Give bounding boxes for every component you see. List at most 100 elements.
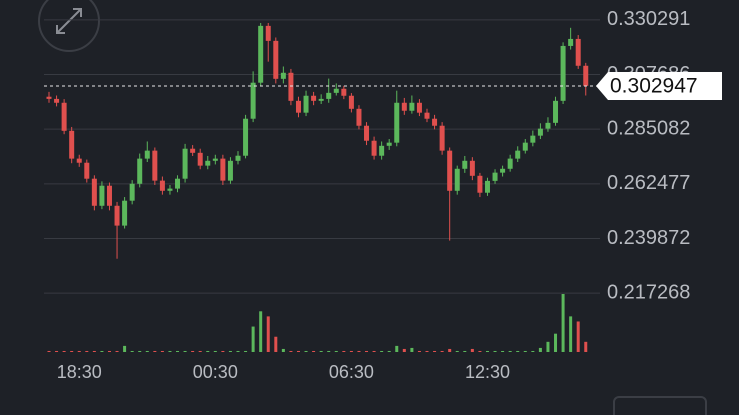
volume-bar <box>251 326 255 352</box>
volume-bar <box>516 350 520 352</box>
volume-bar <box>470 348 474 352</box>
expand-icon <box>56 8 82 34</box>
x-tick-label: 06:30 <box>329 362 374 382</box>
candle-body <box>560 45 566 101</box>
candle-body <box>175 178 181 189</box>
volume-bar <box>62 350 66 352</box>
candle-body <box>416 102 422 113</box>
volume-bar <box>296 350 300 352</box>
volume-bar <box>546 341 550 352</box>
candle-body <box>522 142 528 151</box>
candle-body <box>568 38 574 46</box>
volume-bar <box>259 311 263 352</box>
candle-body <box>152 150 158 181</box>
volume-bar <box>70 350 74 352</box>
volume-bar <box>561 294 565 352</box>
candle-body <box>76 158 82 163</box>
volume-bar <box>493 350 497 352</box>
x-tick-label: 18:30 <box>57 362 102 382</box>
volume-bar <box>448 348 452 352</box>
y-tick-label: 0.217268 <box>607 281 690 303</box>
volume-bar <box>357 350 361 352</box>
volume-bar <box>455 350 459 352</box>
candle-body <box>106 185 112 206</box>
candle-body <box>356 108 362 126</box>
volume-bar <box>289 350 293 352</box>
volume-bar <box>538 347 542 352</box>
candle-body <box>492 172 498 181</box>
candle-body <box>326 92 332 99</box>
candle-body <box>371 140 377 156</box>
candle-body <box>243 118 249 156</box>
candle-body <box>114 205 120 226</box>
volume-bar <box>236 350 240 352</box>
volume-bar <box>312 350 316 352</box>
volume-bar <box>191 350 195 352</box>
x-tick-label: 00:30 <box>193 362 238 382</box>
volume-bar <box>380 350 384 352</box>
candle-body <box>61 102 67 131</box>
volume-bar <box>417 350 421 352</box>
candle-body <box>545 122 551 129</box>
candle-body <box>401 102 407 111</box>
candle-body <box>46 96 52 99</box>
candle-body <box>122 200 128 226</box>
candle-body <box>341 88 347 96</box>
candle-body <box>447 150 453 191</box>
candle-body <box>227 160 233 181</box>
candle-body <box>318 98 324 101</box>
volume-bar <box>85 350 89 352</box>
volume-bar <box>221 350 225 352</box>
expand-button[interactable] <box>38 0 100 52</box>
volume-bar <box>463 350 467 352</box>
volume-bar <box>266 316 270 352</box>
candle-body <box>379 145 385 156</box>
candle-body <box>537 128 543 136</box>
corner-button[interactable] <box>613 396 707 415</box>
current-price-label: 0.302947 <box>610 75 698 98</box>
candle-body <box>469 160 475 176</box>
volume-bar <box>123 345 127 352</box>
volume-bar <box>183 350 187 352</box>
volume-bar <box>576 321 580 352</box>
candle-body <box>311 95 317 101</box>
candle-body <box>409 102 415 111</box>
volume-bar <box>77 350 81 352</box>
candle-body <box>500 168 506 173</box>
volume-bar <box>410 347 414 352</box>
volume-bar <box>433 350 437 352</box>
candle-body <box>197 152 203 166</box>
volume-bar <box>327 350 331 352</box>
volume-bar <box>402 348 406 352</box>
y-tick-label: 0.239872 <box>607 227 690 249</box>
volume-bar <box>569 316 573 352</box>
candle-body <box>477 175 483 193</box>
current-price-tag <box>596 71 722 100</box>
volume-bar <box>523 350 527 352</box>
volume-bar <box>168 350 172 352</box>
volume-bar <box>334 350 338 352</box>
candle-body <box>212 158 218 161</box>
candle-body <box>515 150 521 159</box>
volume-bar <box>387 350 391 352</box>
volume-bar <box>115 350 119 352</box>
candle-body <box>394 102 400 143</box>
candle-body <box>220 158 226 181</box>
volume-bar <box>130 350 134 352</box>
volume-bar <box>274 336 278 352</box>
volume-bar <box>92 350 96 352</box>
y-tick-label: 0.330291 <box>607 8 690 30</box>
candle-body <box>462 160 468 169</box>
volume-bar <box>55 350 59 352</box>
candle-body <box>333 88 339 93</box>
y-tick-label: 0.262477 <box>607 172 690 194</box>
candle-body <box>288 72 294 101</box>
volume-bar <box>47 350 51 352</box>
volume-bar <box>440 350 444 352</box>
volume-bar <box>153 350 157 352</box>
volume-bar <box>213 350 217 352</box>
volume-bar <box>395 345 399 352</box>
candle-body <box>91 178 97 206</box>
volume-bar <box>342 350 346 352</box>
candle-body <box>167 188 173 191</box>
